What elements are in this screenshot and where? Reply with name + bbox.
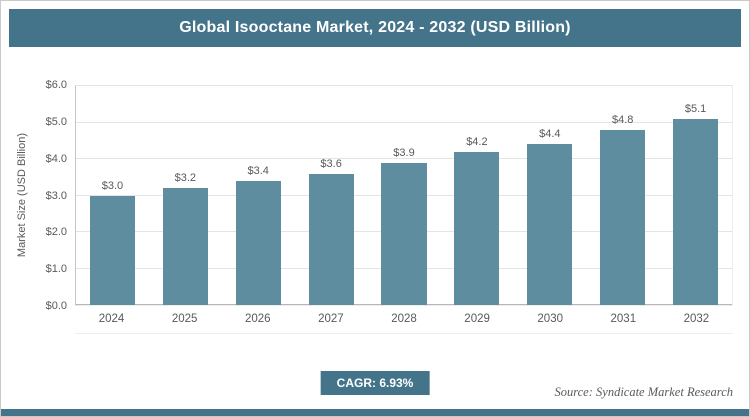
bar-group: $3.0 [76, 86, 149, 305]
bar [235, 180, 281, 305]
cagr-label: CAGR: 6.93% [336, 376, 414, 390]
y-axis-tick-label: $5.0 [45, 115, 67, 128]
bar-value-label: $5.1 [684, 102, 707, 115]
bar [672, 118, 719, 305]
x-axis-tick-label: 2029 [464, 313, 490, 325]
x-axis-tick-label: 2030 [537, 313, 563, 325]
bar [89, 195, 136, 305]
y-axis-title: Market Size (USD Billion) [16, 133, 28, 258]
y-axis-label-column: Market Size (USD Billion) [11, 85, 33, 306]
plot-column: $3.0 $3.2 $3.4 $3.6 $3.9 $4.2 $4.4 $4.8 $5.1 202… [75, 85, 733, 334]
y-axis-tick-label: $2.0 [45, 226, 67, 239]
bar-value-label: $4.8 [611, 113, 634, 126]
bar-group: $5.1 [659, 86, 732, 305]
y-axis-tick-label: $3.0 [45, 189, 67, 202]
bar-series: $3.0 $3.2 $3.4 $3.6 $3.9 $4.2 $4.4 $4.8 $5.1 [76, 86, 732, 305]
bar-group: $3.4 [222, 86, 295, 305]
bar-value-label: $3.6 [320, 157, 342, 170]
chart-title: Global Isooctane Market, 2024 - 2032 (US… [179, 19, 571, 36]
bar-value-label: $3.4 [247, 164, 269, 177]
bar-value-label: $3.9 [393, 146, 415, 159]
y-axis-tick-label: $1.0 [45, 263, 67, 276]
y-axis-tick-label: $6.0 [45, 79, 67, 91]
bar [308, 173, 354, 305]
y-axis-tick-labels: $0.0 $1.0 $2.0 $3.0 $4.0 $5.0 $6.0 [33, 79, 75, 312]
chart-area: Market Size (USD Billion) $0.0 $1.0 $2.0 $3… [11, 79, 733, 334]
gridline [76, 158, 732, 160]
x-axis-tick-label: 2027 [318, 313, 344, 325]
bar-value-label: $3.2 [174, 172, 197, 185]
x-axis-tick-label: 2025 [171, 313, 198, 325]
x-axis-tick-label: 2028 [391, 313, 417, 325]
cagr-badge: CAGR: 6.93% [320, 371, 430, 395]
bar [527, 144, 573, 305]
bar-group: $4.8 [586, 86, 659, 305]
x-axis-tick-label: 2026 [244, 313, 271, 325]
gridline [76, 85, 732, 86]
bar [381, 162, 427, 305]
source-note: Source: Syndicate Market Research [554, 385, 733, 399]
bar-value-label: $4.4 [539, 128, 561, 141]
bar-group: $3.9 [368, 86, 441, 305]
bar-group: $4.4 [513, 86, 586, 305]
gridline [76, 121, 732, 123]
plot-area: $3.0 $3.2 $3.4 $3.6 $3.9 $4.2 $4.4 $4.8 $5.1 [75, 85, 733, 306]
bar [162, 188, 208, 305]
bar-value-label: $4.2 [466, 135, 488, 148]
x-axis-tick-labels: 2024 2025 2026 2027 2028 2029 2030 2031 2032 [75, 306, 733, 334]
bar-group: $3.2 [149, 86, 222, 305]
bar-value-label: $3.0 [101, 179, 124, 192]
chart-title-bar: Global Isooctane Market, 2024 - 2032 (US… [9, 9, 741, 47]
x-axis-tick-label: 2031 [610, 313, 637, 325]
x-axis-tick-label: 2024 [98, 313, 125, 325]
bar-group: $3.6 [295, 86, 368, 305]
x-axis-tick-label: 2032 [683, 313, 710, 325]
footer-accent-strip [1, 409, 749, 416]
bar [454, 151, 500, 305]
bar [600, 129, 646, 305]
y-axis-tick-label: $0.0 [45, 300, 67, 312]
bar-group: $4.2 [440, 86, 513, 305]
y-axis-tick-label: $4.0 [45, 152, 67, 165]
